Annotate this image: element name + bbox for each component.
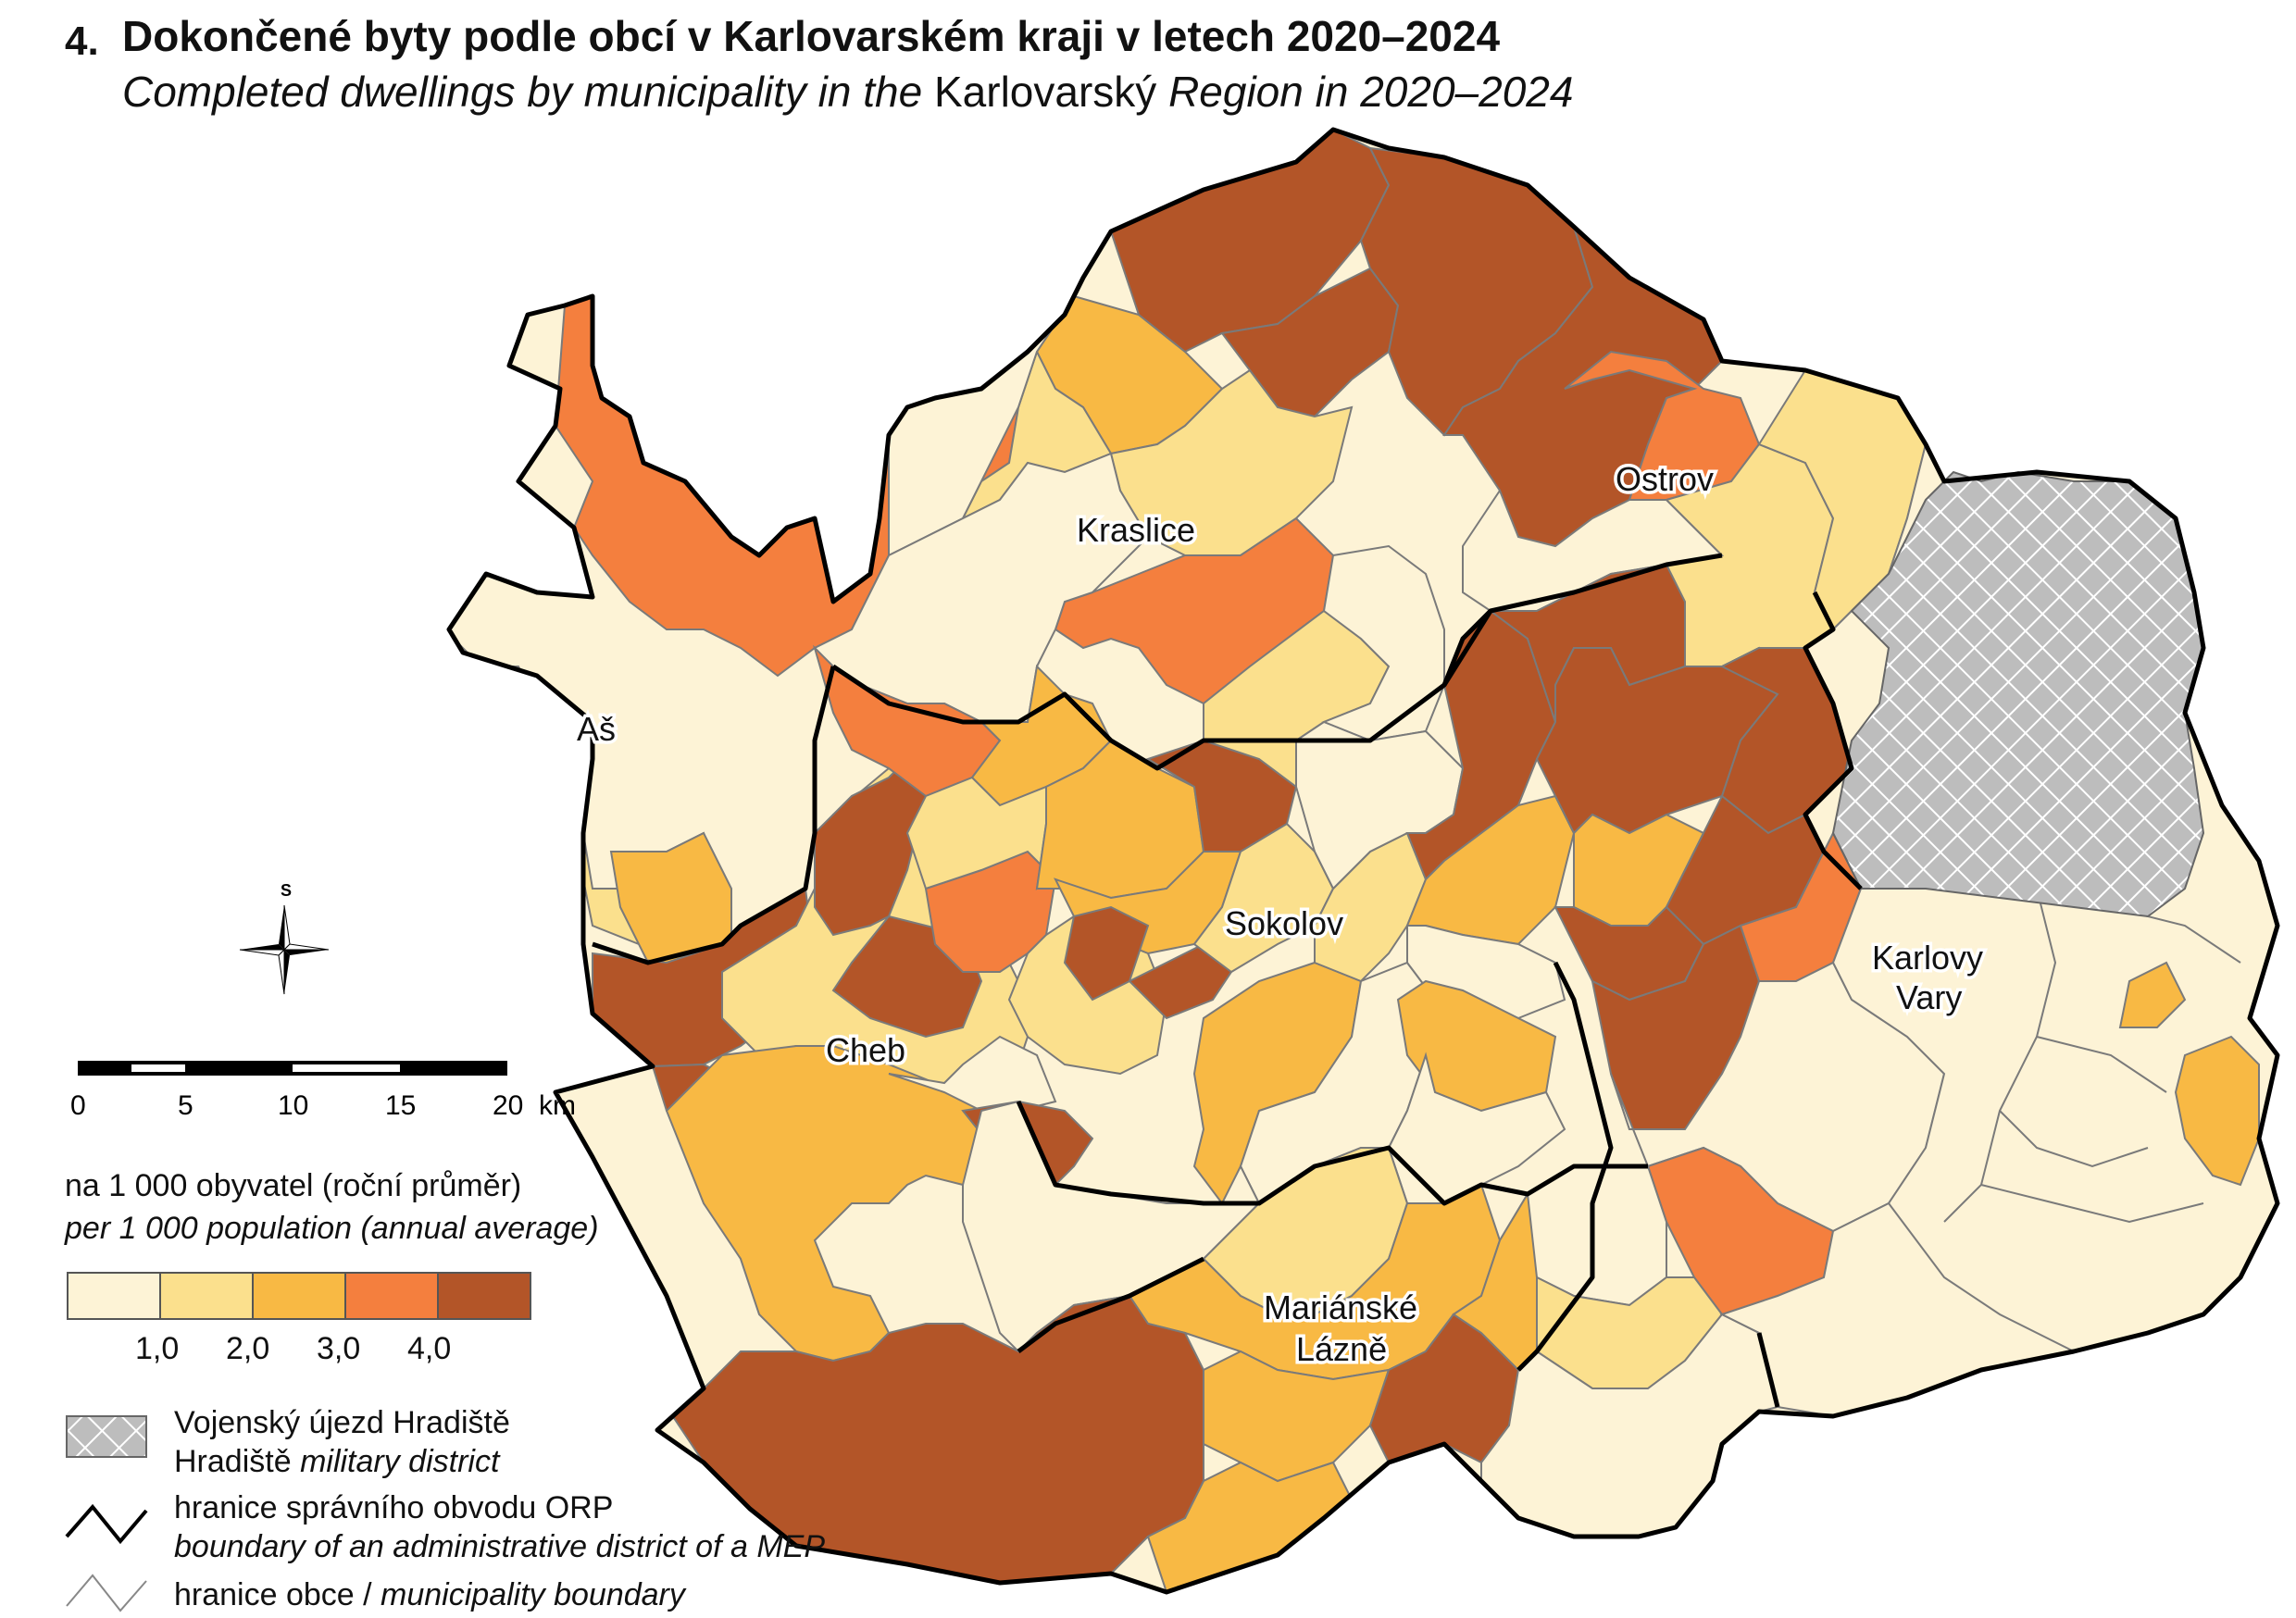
legend-military-cz: Vojenský újezd Hradiště <box>174 1405 510 1440</box>
municipality <box>1109 368 1354 556</box>
orp-boundary-symbol <box>65 1503 148 1545</box>
city-label-vary: Vary <box>1896 978 1962 1016</box>
municipality-line <box>2036 1036 2167 1093</box>
compass-icon <box>239 904 330 995</box>
city-label-kraslice: Kraslice <box>1077 511 1195 549</box>
legend-swatch-2 <box>159 1272 254 1320</box>
scale-bar <box>78 1061 507 1076</box>
legend-orp-en: boundary of an administrative district o… <box>174 1529 825 1564</box>
municipality-line <box>1980 1184 2204 1224</box>
orp-boundary <box>1803 591 1863 890</box>
city-label-marianske: Mariánské <box>1264 1288 1417 1326</box>
orp-boundary <box>1017 1256 1205 1353</box>
city-label-sokolov: Sokolov <box>1225 904 1343 942</box>
title-czech: Dokončené byty podle obcí v Karlovarském… <box>122 12 1501 60</box>
orp-boundary <box>592 666 836 965</box>
municipality <box>2174 1035 2260 1187</box>
north-label: S <box>281 881 292 900</box>
legend-swatch-4 <box>344 1272 439 1320</box>
legend-swatch-3 <box>252 1272 346 1320</box>
legend-swatches <box>67 1272 531 1320</box>
municipality <box>1203 1350 1391 1483</box>
orp-boundaries <box>449 130 2277 1592</box>
orp-boundary <box>1016 1100 1648 1206</box>
orp-boundary <box>1516 961 1614 1372</box>
scale-unit: km <box>539 1090 576 1121</box>
legend-muni: hranice obce / municipality boundary <box>174 1577 685 1612</box>
orp-boundary <box>1756 1332 1780 1408</box>
scale-label-10: 10 <box>278 1090 308 1121</box>
title-english: Completed dwellings by municipality in t… <box>122 68 1574 116</box>
legend-break: 2,0 <box>226 1331 270 1366</box>
municipality-boundary-symbol <box>66 1574 147 1612</box>
legend-unit-en: per 1 000 population (annual average) <box>65 1211 599 1246</box>
military-district <box>1831 470 2205 918</box>
municipalities <box>449 130 2277 1592</box>
scale-label-0: 0 <box>70 1090 86 1121</box>
municipality <box>888 1035 1057 1112</box>
city-label-cheb: Cheb <box>826 1031 905 1069</box>
municipality-line <box>1999 1110 2149 1168</box>
orp-boundary <box>1441 609 1492 686</box>
figure-number: 4. <box>65 19 99 64</box>
city-label-lazne: Lázně <box>1296 1330 1387 1368</box>
legend-breaks: 1,0 2,0 3,0 4,0 <box>65 1331 546 1368</box>
legend-military-en: Hradiště military district <box>174 1444 500 1479</box>
scale-label-5: 5 <box>178 1090 193 1121</box>
municipality <box>2118 961 2187 1028</box>
city-label-ostrov: Ostrov <box>1616 460 1714 498</box>
legend-break: 1,0 <box>135 1331 180 1366</box>
scale-label-15: 15 <box>385 1090 416 1121</box>
city-label-as: Aš <box>577 710 616 748</box>
legend-break: 3,0 <box>317 1331 361 1366</box>
orp-boundary <box>831 553 1723 771</box>
legend-orp-cz: hranice správního obvodu ORP <box>174 1490 614 1525</box>
legend-unit-cz: na 1 000 obyvatel (roční průměr) <box>65 1168 522 1203</box>
municipality-line <box>1888 1202 2075 1352</box>
legend-swatch-5 <box>437 1272 531 1320</box>
scale-label-20: 20 <box>493 1090 523 1121</box>
legend-swatch-1 <box>67 1272 161 1320</box>
city-label-karlovy: Karlovy <box>1872 939 1983 977</box>
military-district-swatch <box>66 1415 147 1458</box>
legend-break: 4,0 <box>407 1331 452 1366</box>
